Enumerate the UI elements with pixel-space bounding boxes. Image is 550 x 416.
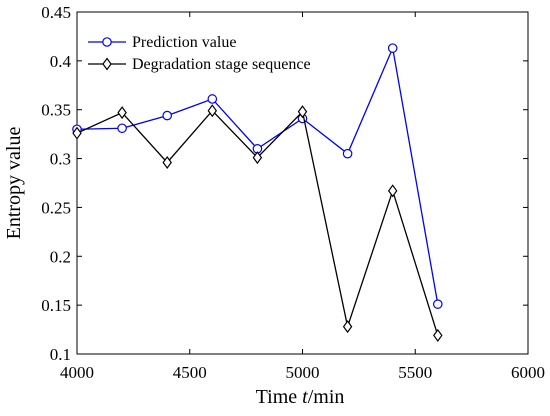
legend-label: Degradation stage sequence: [132, 56, 311, 73]
y-tick-label: 0.1: [50, 345, 71, 364]
y-tick-label: 0.25: [41, 198, 71, 217]
series-prediction-value: [72, 43, 443, 309]
y-tick-label: 0.45: [41, 3, 71, 22]
series-degradation-stage-sequence: [72, 104, 443, 342]
x-tick-label: 5000: [286, 363, 320, 382]
data-point: [207, 104, 218, 118]
data-point: [117, 123, 127, 134]
legend-swatch-marker: [102, 37, 112, 47]
data-point: [252, 151, 263, 165]
data-point: [387, 43, 398, 53]
legend-swatch-marker: [102, 57, 112, 71]
data-point: [432, 299, 443, 309]
data-point: [117, 106, 127, 120]
legend: Prediction value Degradation stage sequen…: [88, 34, 311, 73]
y-tick-label: 0.3: [50, 150, 71, 169]
data-point: [207, 94, 218, 104]
data-point: [342, 320, 353, 334]
series-layer: [72, 43, 443, 342]
data-point: [297, 105, 308, 119]
y-axis-label: Entropy value: [3, 127, 25, 240]
y-tick-label: 0.2: [50, 247, 71, 266]
x-axis-label: Time t/min: [256, 386, 345, 408]
data-point: [72, 126, 82, 140]
legend-item: Prediction value: [88, 34, 236, 51]
data-point: [162, 155, 172, 170]
x-tick-label: 4000: [60, 363, 94, 382]
x-tick-label: 6000: [511, 363, 545, 382]
data-point: [387, 184, 398, 198]
data-point: [162, 110, 172, 121]
data-point: [342, 148, 353, 159]
y-tick-label: 0.35: [41, 101, 71, 120]
x-tick-label: 5500: [398, 363, 432, 382]
x-axis: 4000 4500 5000 5500 6000: [60, 12, 545, 382]
x-tick-label: 4500: [173, 363, 207, 382]
y-axis: 0.1 0.15 0.2 0.25 0.3 0.35 0.4 0.45: [41, 3, 528, 364]
y-tick-label: 0.4: [50, 52, 72, 71]
y-tick-label: 0.15: [41, 296, 71, 315]
legend-label: Prediction value: [132, 34, 236, 51]
legend-item: Degradation stage sequence: [88, 56, 311, 73]
data-point: [433, 328, 443, 342]
